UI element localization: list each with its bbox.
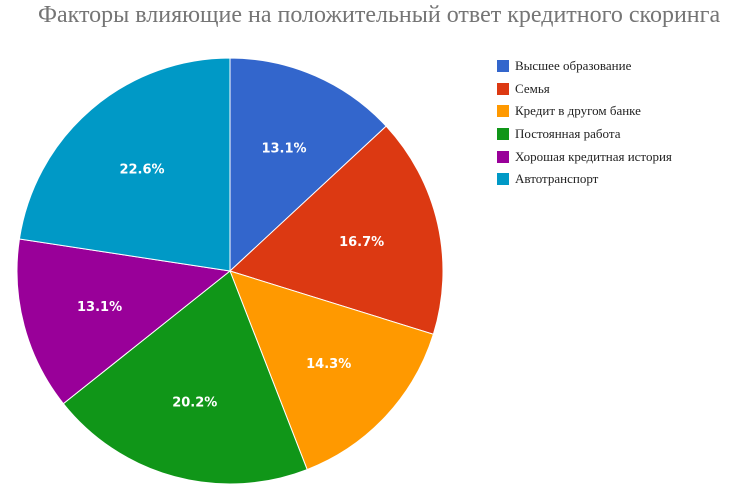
slice-label: 22.6% xyxy=(119,163,164,178)
legend-label: Хорошая кредитная история xyxy=(515,148,672,164)
pie-slice xyxy=(229,125,444,335)
legend-swatch xyxy=(497,173,509,186)
legend-item: Семья xyxy=(497,78,672,101)
slice-label: 13.1% xyxy=(77,300,122,315)
pie-slice xyxy=(18,57,231,272)
slice-label: 13.1% xyxy=(261,141,306,156)
legend-swatch xyxy=(497,128,509,141)
legend-item: Постоянная работа xyxy=(497,123,672,146)
legend-swatch xyxy=(497,150,509,163)
pie-slice xyxy=(62,270,308,485)
legend-label: Высшее образование xyxy=(515,58,632,74)
slice-label: 14.3% xyxy=(306,357,351,372)
pie-chart: 13.1% 16.7% 14.3% 20.2% 13.1% 22.6% xyxy=(16,57,444,485)
legend-swatch xyxy=(497,82,509,95)
legend-label: Автотранспорт xyxy=(515,171,599,187)
legend-label: Семья xyxy=(515,80,550,96)
slice-label: 16.7% xyxy=(339,235,384,250)
pie-slice xyxy=(229,270,435,471)
pie-slice xyxy=(16,238,232,405)
pie-slice xyxy=(229,57,387,273)
slice-label: 20.2% xyxy=(172,395,217,410)
legend-label: Постоянная работа xyxy=(515,126,621,142)
legend-swatch xyxy=(497,105,509,118)
legend-item: Кредит в другом банке xyxy=(497,100,672,123)
legend-item: Хорошая кредитная история xyxy=(497,145,672,168)
chart-title: Факторы влияющие на положительный ответ … xyxy=(38,2,721,28)
legend-label: Кредит в другом банке xyxy=(515,103,641,119)
legend-item: Автотранспорт xyxy=(497,168,672,191)
legend-swatch xyxy=(497,60,509,73)
legend: Высшее образование Семья Кредит в другом б… xyxy=(497,55,672,191)
legend-item: Высшее образование xyxy=(497,55,672,78)
